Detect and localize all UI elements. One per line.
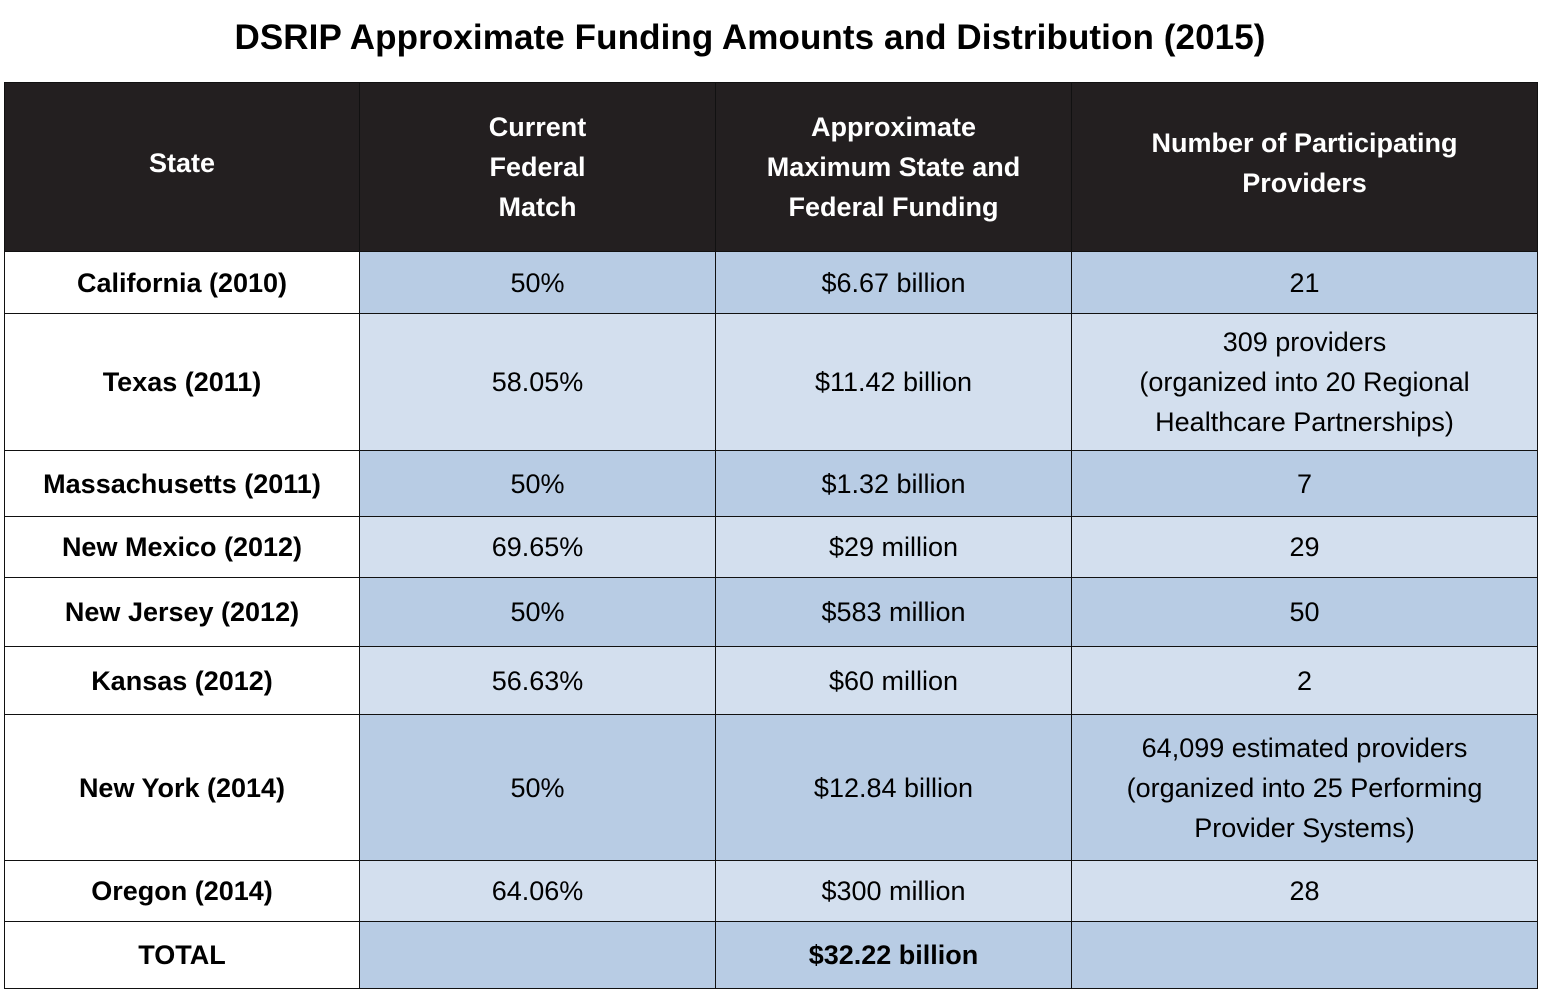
- funding-cell: $300 million: [715, 860, 1072, 922]
- state-cell: New Mexico (2012): [4, 516, 360, 578]
- table-row: New York (2014) 50% $12.84 billion 64,09…: [4, 714, 1538, 861]
- table-row: New Jersey (2012) 50% $583 million 50: [4, 577, 1538, 647]
- total-funding-cell: $32.22 billion: [715, 921, 1072, 989]
- funding-cell: $11.42 billion: [715, 313, 1072, 451]
- total-row: TOTAL $32.22 billion: [4, 921, 1538, 989]
- providers-cell: 50: [1071, 577, 1538, 647]
- providers-cell: 2: [1071, 646, 1538, 715]
- federal-match-cell: [359, 921, 716, 989]
- header-funding: Approximate Maximum State and Federal Fu…: [715, 82, 1072, 252]
- funding-cell: $60 million: [715, 646, 1072, 715]
- funding-cell: $29 million: [715, 516, 1072, 578]
- funding-cell: $12.84 billion: [715, 714, 1072, 861]
- funding-cell: $583 million: [715, 577, 1072, 647]
- state-cell: Massachusetts (2011): [4, 450, 360, 517]
- state-cell: New York (2014): [4, 714, 360, 861]
- funding-table: State Current Federal Match Approximate …: [4, 82, 1538, 989]
- providers-cell: 7: [1071, 450, 1538, 517]
- table-row: Oregon (2014) 64.06% $300 million 28: [4, 860, 1538, 922]
- federal-match-cell: 50%: [359, 251, 716, 314]
- header-row: State Current Federal Match Approximate …: [4, 82, 1538, 252]
- providers-cell: [1071, 921, 1538, 989]
- header-providers: Number of Participating Providers: [1071, 82, 1538, 252]
- table-row: Texas (2011) 58.05% $11.42 billion 309 p…: [4, 313, 1538, 451]
- table-row: Kansas (2012) 56.63% $60 million 2: [4, 646, 1538, 715]
- funding-cell: $1.32 billion: [715, 450, 1072, 517]
- table-row: New Mexico (2012) 69.65% $29 million 29: [4, 516, 1538, 578]
- federal-match-cell: 50%: [359, 450, 716, 517]
- providers-cell: 309 providers (organized into 20 Regiona…: [1071, 313, 1538, 451]
- header-state: State: [4, 82, 360, 252]
- providers-cell: 21: [1071, 251, 1538, 314]
- table-row: California (2010) 50% $6.67 billion 21: [4, 251, 1538, 314]
- federal-match-cell: 64.06%: [359, 860, 716, 922]
- state-cell: Texas (2011): [4, 313, 360, 451]
- federal-match-cell: 50%: [359, 577, 716, 647]
- total-label-cell: TOTAL: [4, 921, 360, 989]
- header-federal-match: Current Federal Match: [359, 82, 716, 252]
- state-cell: California (2010): [4, 251, 360, 314]
- federal-match-cell: 50%: [359, 714, 716, 861]
- providers-cell: 64,099 estimated providers (organized in…: [1071, 714, 1538, 861]
- state-cell: New Jersey (2012): [4, 577, 360, 647]
- state-cell: Kansas (2012): [4, 646, 360, 715]
- federal-match-cell: 58.05%: [359, 313, 716, 451]
- providers-cell: 29: [1071, 516, 1538, 578]
- federal-match-cell: 56.63%: [359, 646, 716, 715]
- federal-match-cell: 69.65%: [359, 516, 716, 578]
- table-row: Massachusetts (2011) 50% $1.32 billion 7: [4, 450, 1538, 517]
- providers-cell: 28: [1071, 860, 1538, 922]
- state-cell: Oregon (2014): [4, 860, 360, 922]
- funding-cell: $6.67 billion: [715, 251, 1072, 314]
- table-title: DSRIP Approximate Funding Amounts and Di…: [234, 18, 1266, 57]
